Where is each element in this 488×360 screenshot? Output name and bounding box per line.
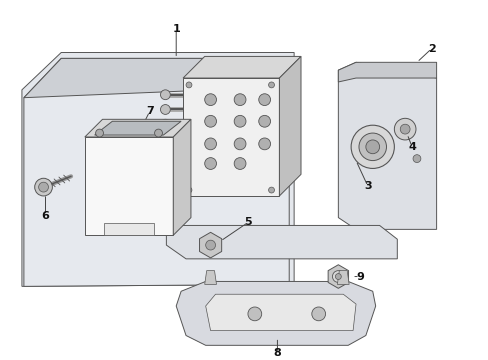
Polygon shape [173,119,190,235]
Circle shape [365,140,379,154]
Circle shape [39,182,48,192]
Circle shape [160,134,170,144]
Polygon shape [338,62,436,229]
Polygon shape [205,294,355,330]
Text: 7: 7 [145,107,153,116]
Polygon shape [327,265,348,288]
Polygon shape [166,225,396,259]
Polygon shape [337,271,348,284]
Polygon shape [183,57,301,78]
Polygon shape [204,271,216,284]
Circle shape [335,274,341,279]
Circle shape [160,90,170,100]
Circle shape [258,138,270,150]
Circle shape [358,133,386,161]
Polygon shape [24,58,288,286]
Polygon shape [279,57,301,196]
Circle shape [332,271,344,283]
Circle shape [160,104,170,114]
Circle shape [234,138,245,150]
Circle shape [96,129,103,137]
Circle shape [400,124,409,134]
Polygon shape [22,53,293,286]
Circle shape [205,240,215,250]
Text: 9: 9 [355,271,363,282]
Polygon shape [24,58,288,98]
Circle shape [412,155,420,163]
Polygon shape [338,62,436,82]
Circle shape [185,82,191,88]
Circle shape [185,187,191,193]
Circle shape [234,115,245,127]
Polygon shape [84,137,173,235]
Polygon shape [176,282,375,345]
Polygon shape [183,78,279,196]
Text: 8: 8 [273,348,281,358]
Circle shape [311,307,325,321]
Text: 6: 6 [41,211,49,221]
Text: 2: 2 [427,44,435,54]
Circle shape [204,115,216,127]
Circle shape [154,129,162,137]
Text: 1: 1 [172,24,180,34]
Text: 3: 3 [363,181,371,191]
Circle shape [160,119,170,129]
Circle shape [350,125,393,168]
Circle shape [204,94,216,105]
Circle shape [393,118,415,140]
Circle shape [204,158,216,170]
Circle shape [258,94,270,105]
Circle shape [234,158,245,170]
Circle shape [268,82,274,88]
Polygon shape [84,119,190,137]
Circle shape [35,178,52,196]
Polygon shape [199,232,221,258]
Circle shape [234,94,245,105]
Circle shape [258,115,270,127]
Circle shape [160,149,170,159]
Circle shape [204,138,216,150]
Text: 5: 5 [244,217,251,228]
Text: 4: 4 [407,142,415,152]
Polygon shape [95,121,181,135]
Polygon shape [104,224,153,235]
Circle shape [247,307,261,321]
Circle shape [268,187,274,193]
